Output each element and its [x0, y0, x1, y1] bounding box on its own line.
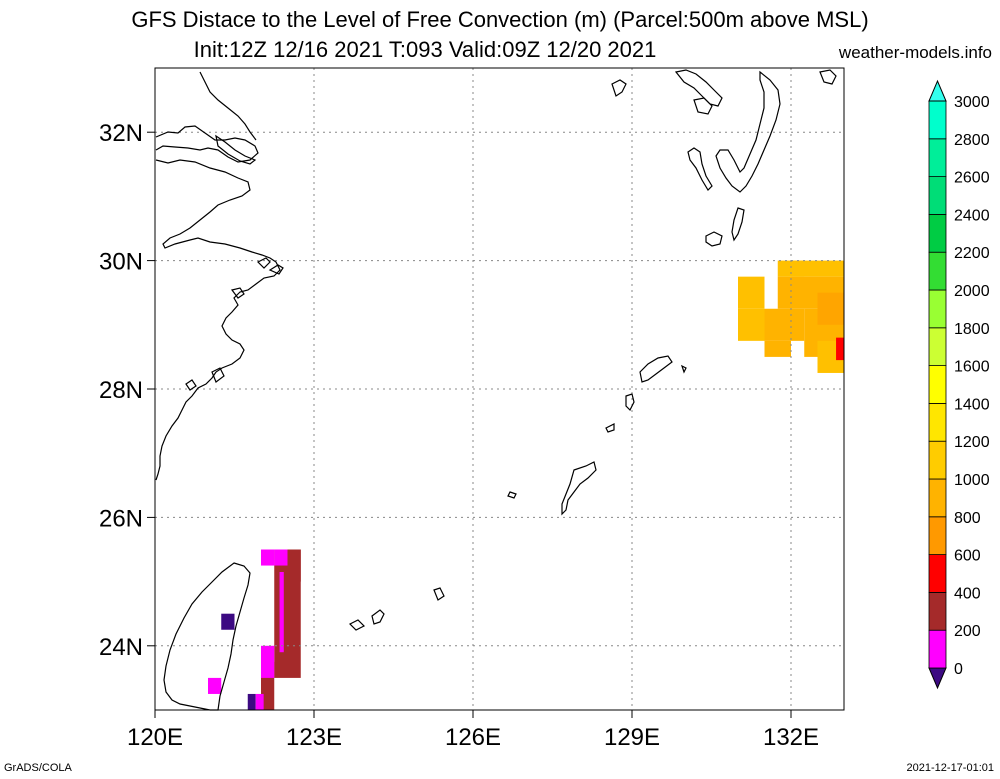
- x-tick-label-3: 129E: [604, 724, 660, 751]
- colorbar-bin-13: [928, 138, 947, 178]
- colorbar-bin-9: [928, 289, 947, 329]
- heat-cell-10: [836, 337, 844, 361]
- colorbar-bin-10: [928, 251, 947, 291]
- heat-cell-0: [738, 308, 765, 341]
- chart-title-line2: Init:12Z 12/16 2021 T:093 Valid:09Z 12/2…: [193, 37, 657, 62]
- heat-cell-20: [247, 693, 256, 710]
- heat-cell-14: [274, 549, 288, 566]
- heat-cell-16: [261, 549, 275, 566]
- heat-cell-15: [279, 571, 284, 653]
- chart-title-line1: GFS Distace to the Level of Free Convect…: [131, 7, 869, 32]
- y-tick-label-0: 24N: [99, 634, 143, 661]
- colorbar-bin-11: [928, 213, 947, 253]
- colorbar-label-2: 400: [954, 585, 981, 602]
- colorbar-label-9: 1800: [954, 321, 990, 338]
- heat-cell-6: [791, 260, 805, 277]
- colorbar-label-8: 1600: [954, 359, 990, 376]
- coastline-map: [155, 69, 837, 711]
- colorbar-bin-12: [928, 176, 947, 215]
- heat-cell-2: [764, 340, 791, 357]
- colorbar-bin-14: [928, 100, 947, 140]
- footer-credit: GrADS/COLA: [4, 762, 72, 774]
- colorbar-bin-3: [928, 516, 947, 555]
- y-tick-label-1: 26N: [99, 505, 143, 532]
- colorbar-bin-5: [928, 440, 947, 480]
- x-tick-label-4: 132E: [763, 724, 819, 751]
- heat-cell-21: [255, 693, 264, 710]
- footer-timestamp: 2021-12-17-01:01: [906, 762, 994, 774]
- colorbar-label-1: 200: [954, 623, 981, 640]
- colorbar-max-triangle: [928, 79, 947, 102]
- colorbar-bin-7: [928, 365, 947, 404]
- y-tick-label-2: 28N: [99, 377, 143, 404]
- heat-cell-3: [764, 308, 805, 341]
- colorbar-bin-4: [928, 478, 947, 518]
- heat-cell-5: [777, 260, 844, 277]
- website-label: weather-models.info: [838, 43, 992, 62]
- x-tick-label-1: 123E: [286, 724, 342, 751]
- colorbar-label-6: 1200: [954, 434, 990, 451]
- colorbar-label-14: 2800: [954, 132, 990, 149]
- colorbar-label-0: 0: [954, 661, 963, 678]
- colorbar-label-5: 1000: [954, 472, 990, 489]
- colorbar-bin-8: [928, 327, 947, 366]
- x-tick-label-2: 126E: [445, 724, 501, 751]
- colorbar-bin-6: [928, 402, 947, 442]
- colorbar-bin-1: [928, 592, 947, 631]
- y-tick-label-4: 32N: [99, 120, 143, 147]
- heat-cell-17: [261, 645, 275, 678]
- colorbar-label-7: 1400: [954, 396, 990, 413]
- heat-cell-1: [738, 276, 765, 309]
- heat-cell-18: [208, 677, 222, 694]
- colorbar-label-10: 2000: [954, 283, 990, 300]
- heat-cell-12: [287, 549, 301, 582]
- colorbar-label-12: 2400: [954, 207, 990, 224]
- colorbar-label-13: 2600: [954, 170, 990, 187]
- y-tick-label-3: 30N: [99, 249, 143, 276]
- heat-cell-9: [817, 292, 844, 325]
- colorbar-label-4: 800: [954, 510, 981, 527]
- colorbar-min-triangle: [928, 667, 947, 690]
- x-tick-label-0: 120E: [127, 724, 183, 751]
- heat-cell-19: [221, 613, 235, 630]
- colorbar-label-15: 3000: [954, 94, 990, 111]
- colorbar-bin-2: [928, 554, 947, 593]
- colorbar-bin-0: [928, 629, 947, 669]
- colorbar-label-11: 2200: [954, 245, 990, 262]
- colorbar-label-3: 600: [954, 548, 981, 565]
